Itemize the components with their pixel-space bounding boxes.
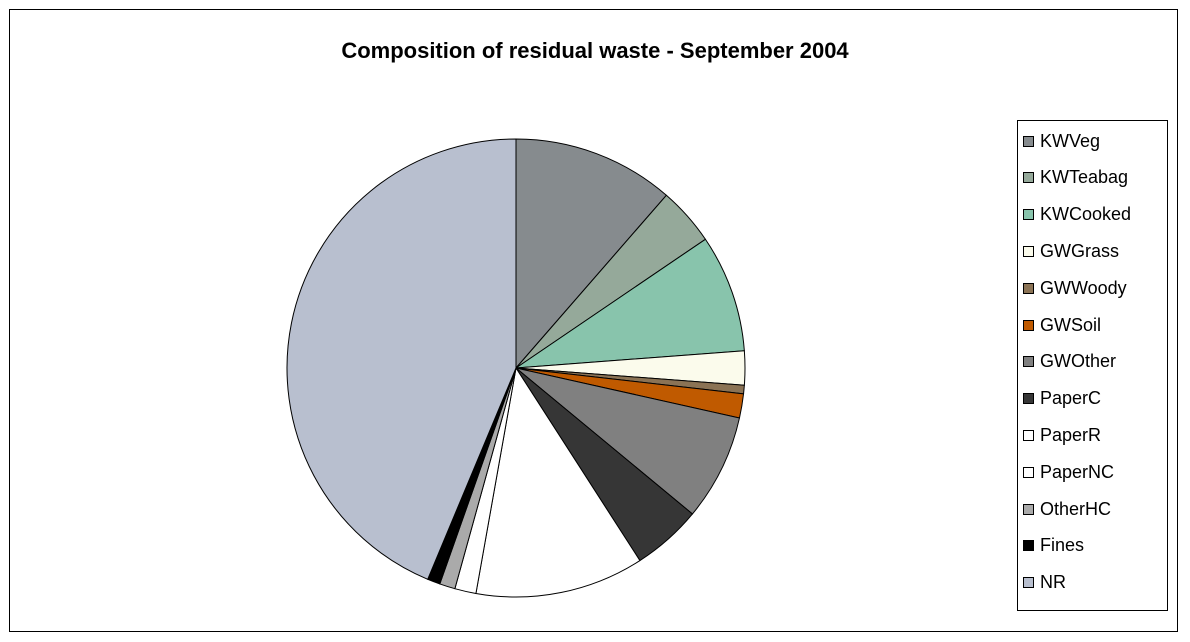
legend-item-gwgrass: GWGrass <box>1023 238 1119 264</box>
legend-item-gwwoody: GWWoody <box>1023 275 1127 301</box>
legend-item-paperc: PaperC <box>1023 386 1101 412</box>
legend-swatch <box>1023 172 1034 184</box>
legend-label: Fines <box>1040 535 1085 556</box>
legend-label: PaperC <box>1040 388 1102 409</box>
legend-label: OtherHC <box>1040 498 1112 519</box>
legend-label: NR <box>1040 572 1066 593</box>
legend-item-gwsoil: GWSoil <box>1023 312 1101 338</box>
pie-slice-kwveg <box>515 138 668 370</box>
legend-swatch <box>1023 209 1034 221</box>
pie-slice-kwcooked <box>514 238 745 369</box>
legend-item-kwcooked: KWCooked <box>1023 202 1131 228</box>
legend-label: KWVeg <box>1040 130 1101 151</box>
legend-item-kwveg: KWVeg <box>1023 128 1100 154</box>
legend-label: GWWoody <box>1040 277 1127 298</box>
legend-item-nr: NR <box>1023 570 1066 596</box>
chart-legend: KWVeg KWTeabag KWCooked GWGrass GWWoody GWSoi… <box>1017 120 1168 611</box>
legend-label: PaperNC <box>1040 461 1115 482</box>
legend-swatch <box>1023 466 1034 478</box>
legend-item-gwother: GWOther <box>1023 349 1116 375</box>
legend-swatch <box>1023 135 1034 147</box>
legend-item-kwteabag: KWTeabag <box>1023 165 1128 191</box>
legend-swatch <box>1023 503 1034 515</box>
legend-swatch <box>1023 282 1034 294</box>
legend-swatch <box>1023 577 1034 589</box>
legend-swatch <box>1023 393 1034 405</box>
legend-label: GWGrass <box>1040 240 1119 261</box>
legend-swatch <box>1023 540 1034 552</box>
pie-slice-gwother <box>515 367 741 515</box>
legend-swatch <box>1023 429 1034 441</box>
pie-chart <box>286 138 746 598</box>
legend-label: GWOther <box>1040 351 1117 372</box>
legend-label: PaperR <box>1040 424 1102 445</box>
legend-label: KWCooked <box>1040 204 1132 225</box>
pie-slice-paperr <box>475 366 641 598</box>
legend-swatch <box>1023 356 1034 368</box>
legend-label: KWTeabag <box>1040 167 1129 188</box>
legend-label: GWSoil <box>1040 314 1102 335</box>
legend-swatch <box>1023 245 1034 257</box>
chart-title: Composition of residual waste - Septembe… <box>341 38 849 63</box>
legend-swatch <box>1023 319 1034 331</box>
legend-item-paperr: PaperR <box>1023 422 1101 448</box>
legend-item-otherhc: OtherHC <box>1023 496 1111 522</box>
legend-item-papernc: PaperNC <box>1023 459 1114 485</box>
pie-slice-nr <box>286 138 517 580</box>
legend-item-fines: Fines <box>1023 533 1084 559</box>
